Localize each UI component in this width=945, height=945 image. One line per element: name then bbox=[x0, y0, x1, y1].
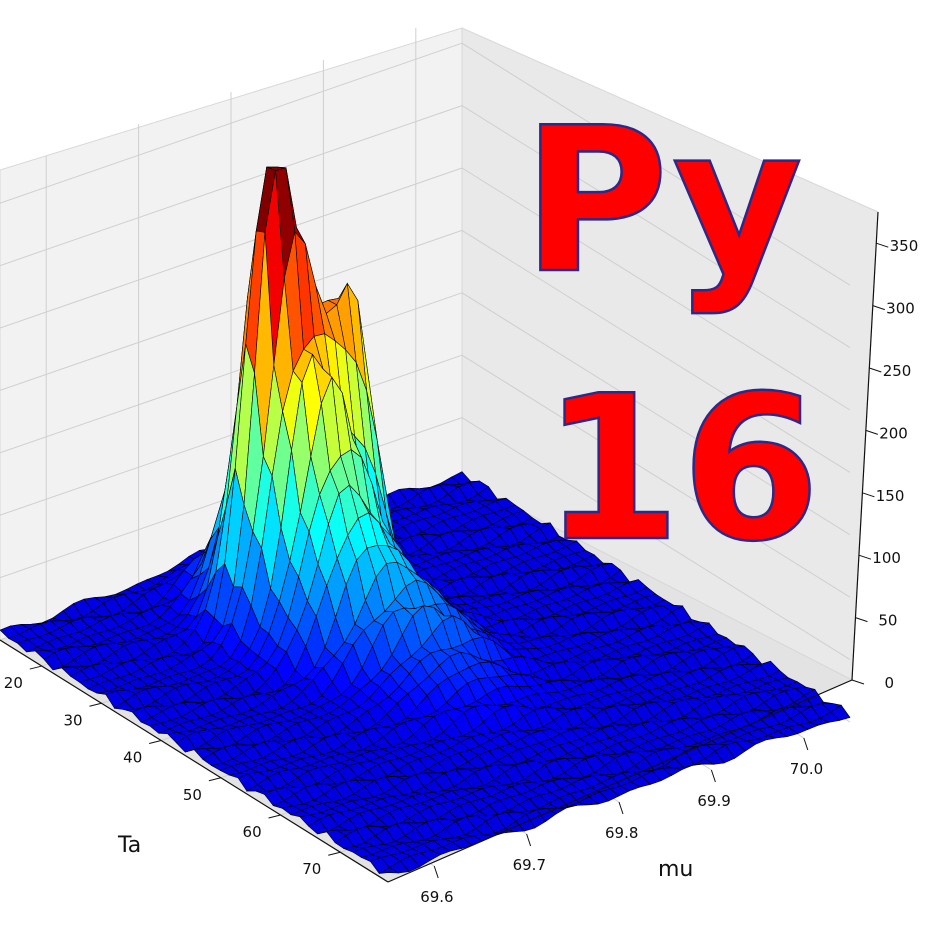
z-axis-line bbox=[851, 211, 879, 681]
tick-marks bbox=[29, 242, 889, 879]
surface-mesh bbox=[0, 166, 851, 874]
z-tick-label: 300 bbox=[886, 300, 915, 318]
x-tick-label: 70 bbox=[302, 860, 321, 878]
tick-labels: 20 30 40 50 60 70 69.6 69.7 69.8 69.9 70.0 0 50 100 15… bbox=[4, 237, 918, 906]
y-tick bbox=[433, 865, 439, 879]
y-axis-line bbox=[387, 679, 853, 883]
z-tick bbox=[865, 429, 879, 435]
y-tick-label: 69.8 bbox=[605, 824, 638, 842]
y-tick-label: 69.6 bbox=[420, 888, 453, 906]
overlay-title-line1: Py bbox=[522, 85, 803, 318]
x-tick bbox=[89, 702, 102, 707]
z-tick bbox=[858, 554, 872, 560]
x-tick bbox=[328, 851, 341, 856]
y-tick bbox=[710, 769, 716, 783]
y-tick bbox=[803, 737, 809, 751]
x-axis-label: Ta bbox=[117, 833, 141, 858]
x-tick bbox=[29, 665, 42, 670]
x-tick-label: 30 bbox=[63, 711, 82, 729]
x-tick-label: 40 bbox=[123, 749, 142, 767]
y-tick-label: 69.9 bbox=[697, 792, 730, 810]
z-tick-label: 100 bbox=[872, 549, 901, 567]
overlay-title-line2: 16 bbox=[542, 353, 820, 586]
surface-face bbox=[379, 867, 400, 874]
y-axis-label: mu bbox=[658, 857, 693, 882]
z-tick-label: 350 bbox=[890, 237, 919, 255]
z-tick bbox=[876, 242, 889, 248]
y-tick-label: 70.0 bbox=[790, 760, 823, 778]
x-tick-label: 60 bbox=[243, 823, 262, 841]
z-tick bbox=[872, 305, 885, 311]
z-tick-label: 250 bbox=[883, 362, 912, 380]
z-tick-label: 150 bbox=[876, 487, 905, 505]
z-tick bbox=[851, 679, 865, 685]
x-tick-label: 50 bbox=[183, 786, 202, 804]
x-tick-label: 20 bbox=[4, 674, 23, 692]
z-tick-label: 200 bbox=[879, 424, 908, 442]
y-tick bbox=[526, 833, 532, 847]
z-tick bbox=[862, 492, 875, 498]
z-tick-label: 0 bbox=[884, 674, 894, 692]
z-tick-label: 50 bbox=[878, 612, 897, 630]
y-tick-label: 69.7 bbox=[513, 856, 546, 874]
z-tick bbox=[855, 617, 868, 623]
x-axis-line bbox=[0, 639, 389, 883]
x-tick bbox=[149, 740, 162, 745]
z-tick bbox=[869, 367, 882, 373]
y-tick bbox=[618, 801, 624, 815]
x-tick bbox=[208, 777, 221, 782]
axes bbox=[0, 211, 879, 883]
x-tick bbox=[268, 814, 281, 819]
